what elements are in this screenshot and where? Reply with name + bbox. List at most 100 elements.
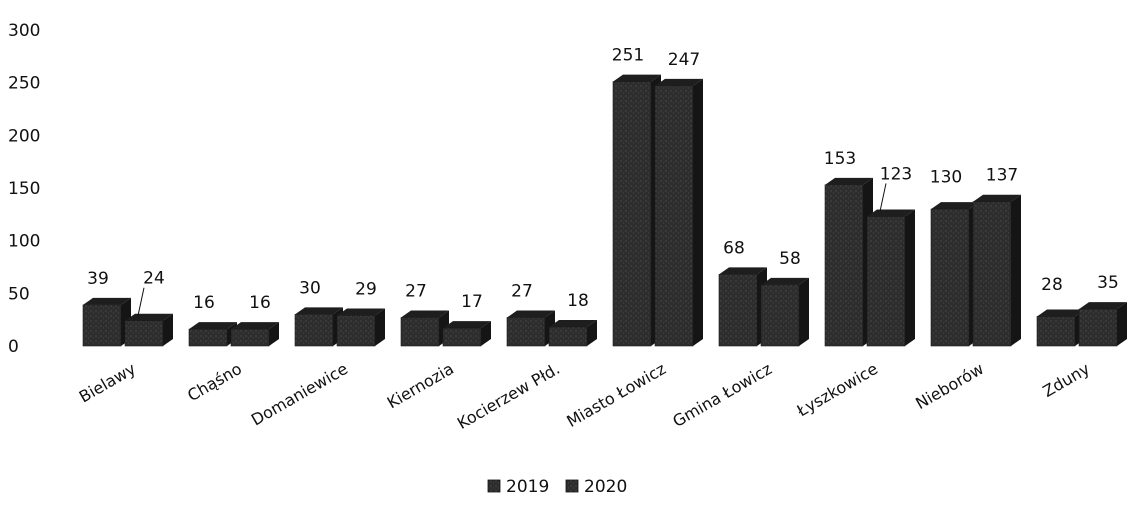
bar-top-face: [189, 322, 237, 330]
data-label-leader-line: [879, 183, 887, 212]
bar-2019-6: [718, 267, 767, 347]
bar-side-face: [269, 322, 279, 346]
bar-side-face: [375, 308, 385, 346]
data-label-2019: 68: [723, 238, 745, 258]
data-label-2020: 58: [779, 249, 801, 269]
bar-side-face: [1117, 302, 1127, 346]
bar-2019-8: [930, 202, 979, 347]
bar-top-face: [719, 267, 767, 275]
bar-top-face: [931, 202, 979, 210]
data-label-leader-line: [137, 287, 145, 316]
bar-front-face: [548, 326, 588, 347]
x-tick-label: Chąśno: [184, 359, 245, 405]
bar-front-face: [442, 327, 482, 347]
data-label-2020: 137: [986, 166, 1018, 186]
x-tick-label: Miasto Łowicz: [563, 359, 669, 431]
bar-top-face: [867, 209, 915, 217]
bar-front-face: [336, 315, 376, 347]
bar-2020-4: [548, 320, 597, 347]
data-label-2019: 27: [511, 282, 533, 302]
bar-top-face: [507, 310, 555, 318]
bar-side-face: [799, 277, 809, 346]
x-tick-label: Kocierzew Płd.: [454, 359, 563, 433]
data-label-2019: 30: [299, 278, 321, 298]
bar-front-face: [506, 317, 546, 347]
bar-top-face: [125, 313, 173, 321]
data-label-2020: 16: [249, 293, 271, 313]
bar-front-face: [188, 328, 228, 347]
data-label-2020: 123: [880, 164, 912, 184]
bar-front-face: [1036, 316, 1076, 347]
legend-label-2019: 2019: [506, 477, 549, 497]
bar-2020-8: [972, 194, 1021, 347]
bar-front-face: [612, 81, 652, 347]
y-tick-label: 0: [8, 337, 19, 357]
bar-2020-9: [1078, 302, 1127, 347]
bar-front-face: [124, 320, 164, 347]
bar-side-face: [693, 78, 703, 347]
data-label-2019: 251: [612, 46, 644, 66]
bar-top-face: [549, 320, 597, 328]
x-tick-label: Nieborów: [912, 359, 987, 413]
x-tick-label: Zduny: [1039, 359, 1093, 401]
bar-2020-0: [124, 313, 173, 347]
bar-side-face: [481, 321, 491, 346]
bar-side-face: [905, 209, 915, 346]
bar-side-face: [587, 320, 597, 346]
y-tick-label: 300: [8, 21, 40, 41]
bar-top-face: [231, 322, 279, 330]
bar-2019-2: [294, 307, 343, 347]
data-label-2020: 17: [461, 292, 483, 312]
bar-front-face: [230, 328, 270, 347]
bar-2020-5: [654, 78, 703, 347]
bar-front-face: [1078, 308, 1118, 347]
bar-top-face: [401, 310, 449, 318]
bar-front-face: [400, 317, 440, 347]
bar-2020-3: [442, 321, 491, 347]
bar-2020-7: [866, 209, 915, 347]
bar-top-face: [761, 277, 809, 285]
bar-side-face: [1011, 194, 1021, 346]
y-tick-label: 250: [8, 74, 40, 94]
bar-top-face: [337, 308, 385, 316]
data-label-2019: 39: [87, 269, 109, 289]
x-axis: Bielawy Chąśno Domaniewice KiernoziaKocierz…: [76, 359, 1093, 433]
data-label-2020: 247: [668, 50, 700, 70]
bar-front-face: [718, 274, 758, 347]
x-tick-label: Bielawy: [76, 359, 139, 406]
x-tick-label: Kiernozia: [384, 359, 457, 412]
data-label-2019: 153: [824, 149, 856, 169]
bar-front-face: [82, 304, 122, 347]
data-label-2020: 24: [143, 269, 165, 289]
x-tick-label: Łyszkowice: [793, 359, 881, 421]
bar-top-face: [973, 194, 1021, 202]
data-label-2020: 18: [567, 291, 589, 311]
data-label-2019: 16: [193, 293, 215, 313]
bar-2020-2: [336, 308, 385, 347]
data-labels-layer: 39 24 16 16 30 29 27 17 27 18 251 247 68 58 153 123 130 1…: [87, 46, 1119, 316]
y-tick-label: 50: [8, 284, 30, 304]
y-tick-label: 100: [8, 232, 40, 252]
y-tick-label: 150: [8, 179, 40, 199]
bar-top-face: [655, 78, 703, 86]
bar-side-face: [163, 313, 173, 346]
data-label-2019: 28: [1041, 275, 1063, 295]
bar-2019-0: [82, 297, 131, 347]
legend-swatch-2020: [565, 479, 579, 493]
bar-2019-9: [1036, 309, 1085, 347]
bars-layer: [82, 74, 1127, 347]
x-tick-label: Gmina Łowicz: [669, 359, 775, 431]
bar-top-face: [443, 321, 491, 329]
bar-front-face: [972, 201, 1012, 347]
bar-2020-1: [230, 322, 279, 347]
legend-label-2020: 2020: [584, 477, 627, 497]
bar-2019-3: [400, 310, 449, 347]
bar-2019-4: [506, 310, 555, 347]
bar-top-face: [83, 297, 131, 305]
bar-top-face: [295, 307, 343, 315]
bar-2019-1: [188, 322, 237, 347]
bar-top-face: [1079, 302, 1127, 310]
bar-2019-5: [612, 74, 661, 347]
data-label-2020: 29: [355, 279, 377, 299]
